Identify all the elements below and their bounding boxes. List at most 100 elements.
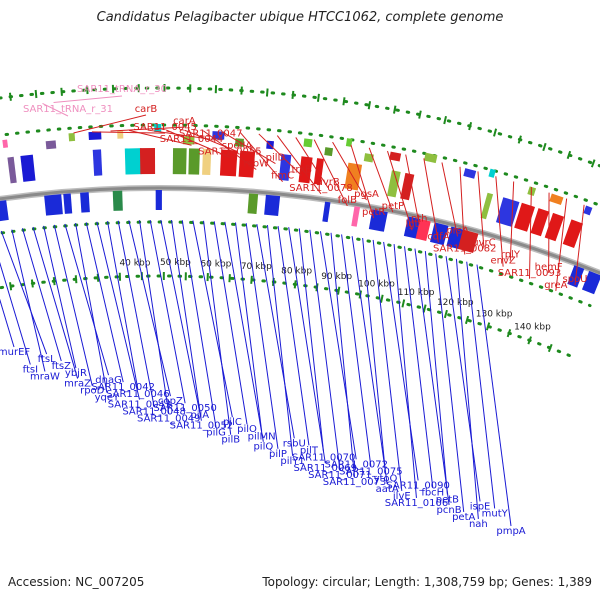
scale-tick xyxy=(8,92,12,101)
reverse-leader-line xyxy=(160,219,202,421)
reverse-gene-label: ilvE xyxy=(393,491,411,502)
feature-tile xyxy=(45,140,57,150)
reverse-gene-block xyxy=(457,229,479,254)
forward-leader-line xyxy=(313,139,348,207)
forward-leader-line xyxy=(495,176,504,267)
forward-gene-label: greA xyxy=(544,280,567,291)
forward-gene-block xyxy=(92,149,103,176)
scale-tick xyxy=(542,142,547,152)
reverse-gene-label: nah xyxy=(469,519,488,530)
forward-gene-label: trxB xyxy=(292,165,313,176)
reverse-leader-line xyxy=(309,229,341,470)
reverse-leader-line xyxy=(266,224,294,456)
forward-gene-label: SAR11_0078 xyxy=(289,183,353,194)
reverse-gene-block xyxy=(429,222,449,246)
reverse-leader-line xyxy=(362,237,386,474)
scale-tick xyxy=(590,159,596,168)
forward-gene-label: folB xyxy=(338,195,357,206)
forward-gene-label: SAR11_0082 xyxy=(433,244,497,255)
feature-tile xyxy=(117,130,124,139)
reverse-leader-line xyxy=(128,220,171,397)
forward-gene-label: petP xyxy=(382,201,404,212)
forward-gene-label: SAR11_0093 xyxy=(498,268,562,279)
reverse-gene-label: aatA xyxy=(376,484,399,495)
forward-gene-label: petR xyxy=(362,207,385,218)
forward-gene-block xyxy=(562,219,584,248)
feature-tile xyxy=(389,151,402,162)
scale-tick xyxy=(34,89,38,99)
forward-gene-block xyxy=(278,154,292,181)
reverse-gene-label: pilG xyxy=(206,428,226,439)
reverse-gene-label: pmpA xyxy=(496,526,525,537)
forward-gene-label: uvrB xyxy=(317,177,340,188)
forward-leader-line xyxy=(332,141,367,201)
reverse-gene-label: petA xyxy=(452,512,475,523)
reverse-leader-line xyxy=(341,234,372,467)
reverse-leader-line xyxy=(372,239,403,491)
reverse-leader-line xyxy=(0,230,48,355)
scale-tick xyxy=(380,294,384,303)
reverse-leader-line xyxy=(277,226,310,446)
reverse-leader-line xyxy=(319,231,357,460)
reverse-leader-line xyxy=(85,222,124,383)
feature-tile xyxy=(212,131,225,140)
reverse-leader-line xyxy=(96,221,140,400)
feature-tile xyxy=(303,138,313,148)
feature-tile xyxy=(324,147,334,157)
reverse-gene-block xyxy=(247,193,259,215)
forward-gene-block xyxy=(172,148,187,175)
scale-tick xyxy=(547,343,553,353)
scale-tick xyxy=(566,150,572,160)
reverse-leader-line xyxy=(288,227,326,463)
forward-leader-line xyxy=(441,162,459,237)
scale-tick xyxy=(443,309,448,319)
forward-leader-line xyxy=(184,129,238,152)
reverse-leader-line xyxy=(224,221,264,442)
forward-leader-line xyxy=(350,144,375,219)
reverse-leader-line xyxy=(64,223,110,376)
reverse-gene-label: pilO xyxy=(237,424,257,435)
feature-tile xyxy=(549,193,564,206)
forward-leader-line xyxy=(147,129,211,140)
reverse-leader-line xyxy=(181,220,217,428)
reverse-gene-label: ytoQ xyxy=(374,473,398,484)
forward-leader-line xyxy=(221,131,276,165)
forward-gene-block xyxy=(387,170,401,198)
forward-gene-label: rsbW xyxy=(243,159,269,170)
reverse-leader-line xyxy=(393,244,417,498)
reverse-gene-label: dnaG xyxy=(95,375,122,386)
scale-tick xyxy=(493,128,498,137)
forward-gene-block xyxy=(139,148,156,175)
reverse-gene-label: mraZ xyxy=(64,379,91,390)
reverse-gene-block xyxy=(80,192,90,213)
forward-gene-label: rplY xyxy=(501,250,521,261)
reverse-leader-line xyxy=(106,221,139,390)
forward-leader-line xyxy=(477,171,485,249)
forward-gene-block xyxy=(495,197,520,227)
reverse-gene-label: SAR11_0072 xyxy=(324,459,388,470)
reverse-gene-label: SAR11_0069 xyxy=(294,463,358,474)
scale-tick xyxy=(422,304,427,313)
reverse-leader-line xyxy=(476,264,512,527)
forward-gene-block xyxy=(20,154,36,182)
reverse-gene-block xyxy=(403,216,421,239)
reverse-gene-label: pilMN xyxy=(248,431,276,442)
reverse-leader-line xyxy=(383,241,419,481)
forward-gene-label: SAR11_0045 xyxy=(133,122,197,133)
reverse-leader-line xyxy=(298,228,325,453)
scale-tick xyxy=(443,115,447,125)
reverse-leader-line xyxy=(32,226,79,379)
scale-tick xyxy=(30,279,34,288)
reverse-leader-line xyxy=(235,222,263,432)
ruler-label: 90 kbp xyxy=(321,272,352,282)
reverse-leader-line xyxy=(21,228,62,362)
reverse-gene-label: SAR11_0050 xyxy=(153,403,217,414)
forward-gene-label: pilD xyxy=(266,153,286,164)
scale-tick xyxy=(52,277,56,286)
ruler-label: 100 kbp xyxy=(358,279,395,289)
reverse-leader-line xyxy=(149,219,186,404)
forward-gene-label: carB xyxy=(135,104,158,115)
reverse-gene-label: ftsI xyxy=(23,365,38,376)
reverse-gene-label: ybjR xyxy=(65,368,87,379)
reverse-gene-label: SAR11_0049 xyxy=(137,414,201,425)
